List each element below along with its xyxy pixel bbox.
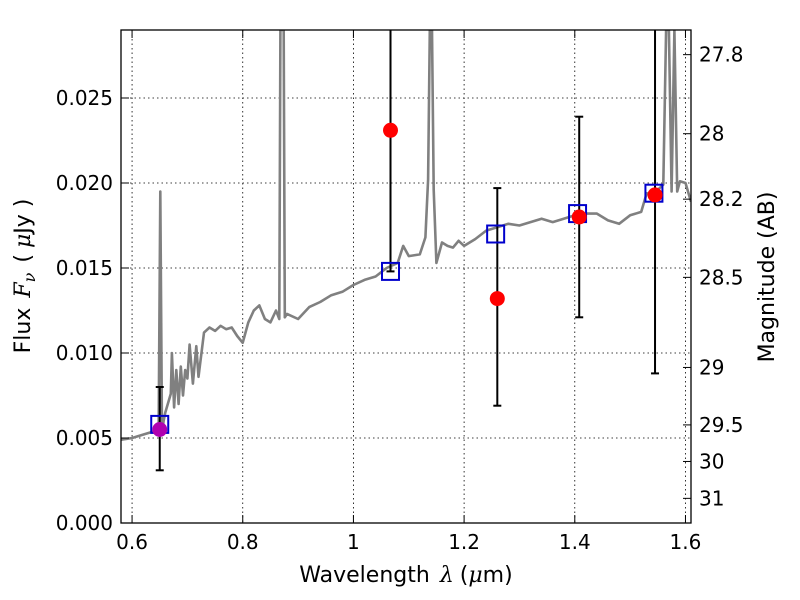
x-tick-label: 1 [347, 530, 360, 554]
x-tick-label: 1.4 [559, 530, 591, 554]
right-tick-label: 29.5 [699, 413, 744, 437]
model-square [381, 261, 401, 281]
x-tick-label: 1.6 [670, 530, 702, 554]
right-tick-label: 29 [699, 355, 724, 379]
axis-ticks: 0.6 0.8 1 1.2 1.4 1.6 0.000 0.005 0.010 0.015 0.02… [56, 30, 744, 554]
y-tick-label: 0.020 [56, 171, 113, 195]
right-axis-label: Magnitude (AB) [755, 192, 780, 363]
y-axis-label: FluxFν(μJy ) [11, 199, 39, 354]
right-tick-label: 31 [699, 486, 724, 510]
right-tick-label: 27.8 [699, 43, 744, 67]
observed-point [647, 187, 663, 203]
right-tick-label: 28.2 [699, 187, 744, 211]
x-axis-label: Wavelength λ (μm) [299, 563, 512, 588]
y-tick-label: 0.015 [56, 256, 113, 280]
observed-point [383, 122, 399, 138]
right-tick-label: 28 [699, 122, 724, 146]
spectrum-line [121, 30, 691, 441]
x-tick-label: 0.8 [227, 530, 259, 554]
observed-point [571, 209, 587, 225]
plot-area [121, 30, 691, 523]
model-square [486, 224, 506, 244]
right-tick-label: 30 [699, 449, 724, 473]
y-tick-label: 0.000 [56, 511, 113, 535]
plot-frame [120, 29, 692, 524]
y-tick-label: 0.005 [56, 426, 113, 450]
right-tick-label: 28.5 [699, 265, 744, 289]
observed-point [152, 422, 168, 437]
y-tick-label: 0.025 [56, 86, 113, 110]
x-tick-label: 1.2 [448, 530, 480, 554]
y-tick-label: 0.010 [56, 341, 113, 365]
observed-point [489, 291, 505, 307]
x-tick-label: 0.6 [116, 530, 148, 554]
plot-content [121, 30, 691, 472]
